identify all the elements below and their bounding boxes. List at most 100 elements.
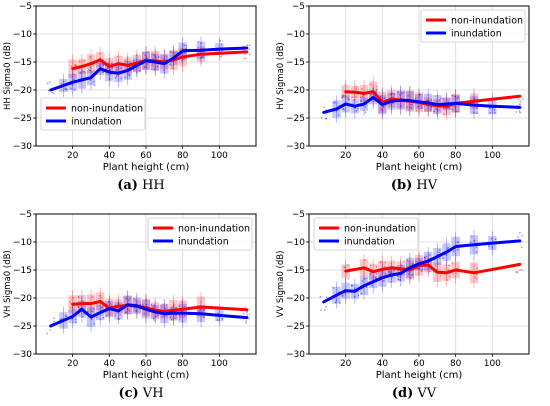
scatter-point <box>403 260 405 263</box>
scatter-point <box>48 81 51 83</box>
scatter-point <box>172 305 174 307</box>
scatter-point <box>390 281 392 283</box>
scatter-point <box>173 304 175 306</box>
scatter-point <box>125 311 127 313</box>
scatter-point <box>383 97 386 99</box>
scatter-point <box>426 100 429 102</box>
scatter-point <box>87 68 90 71</box>
scatter-point <box>66 88 68 91</box>
scatter-point <box>376 273 378 275</box>
scatter-point <box>135 310 138 313</box>
scatter-point <box>158 56 160 58</box>
scatter-point <box>370 83 372 86</box>
scatter-point <box>420 107 423 110</box>
scatter-point <box>375 278 377 280</box>
scatter-point <box>515 271 518 273</box>
scatter-point <box>183 44 185 46</box>
legend-label: inundation <box>344 237 395 248</box>
scatter-point <box>415 109 418 112</box>
scatter-point <box>443 273 445 275</box>
scatter-point <box>383 265 386 268</box>
scatter-point <box>415 261 417 263</box>
scatter-point <box>396 275 399 278</box>
scatter-point <box>61 317 63 320</box>
scatter-point <box>419 260 422 262</box>
scatter-point <box>347 99 349 101</box>
scatter-point <box>353 107 356 109</box>
scatter-point <box>457 110 459 113</box>
scatter-point <box>393 93 395 96</box>
scatter-point <box>519 103 521 105</box>
scatter-point <box>332 287 334 289</box>
y-tick-label: −30 <box>13 142 32 152</box>
scatter-point <box>429 108 432 111</box>
scatter-point <box>128 74 131 76</box>
scatter-point <box>372 88 374 90</box>
scatter-point <box>74 318 77 321</box>
scatter-point <box>456 267 459 269</box>
scatter-point <box>202 309 204 312</box>
scatter-point <box>347 277 350 280</box>
x-tick-label: 60 <box>413 151 425 161</box>
scatter-point <box>342 94 344 97</box>
scatter-point <box>181 314 183 316</box>
scatter-point <box>183 305 186 308</box>
scatter-point <box>145 57 147 60</box>
scatter-point <box>243 57 245 59</box>
scatter-point <box>420 270 423 272</box>
scatter-point <box>115 69 118 71</box>
scatter-point <box>248 44 251 47</box>
scatter-point <box>415 97 417 100</box>
scatter-point <box>451 94 453 97</box>
scatter-point <box>519 103 521 105</box>
scatter-point <box>430 99 433 101</box>
scatter-point <box>117 318 119 320</box>
x-tick-label: 20 <box>340 359 352 369</box>
scatter-point <box>99 65 101 67</box>
caption-text: VV <box>413 386 437 401</box>
panel-caption: (c) VH <box>118 386 163 401</box>
scatter-point <box>102 71 104 73</box>
scatter-point <box>473 112 475 114</box>
y-tick-label: −5 <box>292 2 305 12</box>
scatter-point <box>60 83 63 85</box>
scatter-point <box>176 52 178 54</box>
scatter-point <box>456 272 458 274</box>
scatter-point <box>71 317 74 320</box>
scatter-point <box>491 246 493 248</box>
scatter-point <box>135 310 137 312</box>
scatter-point <box>163 69 165 71</box>
scatter-point <box>344 83 347 86</box>
scatter-point <box>423 256 426 258</box>
scatter-point <box>333 102 336 104</box>
scatter-point <box>488 245 490 247</box>
scatter-point <box>90 313 92 316</box>
scatter-point <box>70 306 72 309</box>
scatter-point <box>139 303 141 306</box>
scatter-point <box>401 92 403 94</box>
scatter-point <box>143 66 146 69</box>
scatter-point <box>320 117 323 119</box>
scatter-point <box>145 303 148 306</box>
scatter-point <box>81 300 84 303</box>
y-axis-label: VV Sigma0 (dB) <box>276 251 286 318</box>
scatter-point <box>218 319 220 321</box>
scatter-point <box>111 67 114 69</box>
scatter-point <box>248 53 251 56</box>
scatter-point <box>146 58 148 60</box>
scatter-point <box>369 264 372 267</box>
y-tick-label: −15 <box>13 266 32 276</box>
x-tick-label: 40 <box>104 359 116 369</box>
scatter-point <box>79 71 82 74</box>
scatter-point <box>400 264 403 267</box>
scatter-point <box>360 100 362 102</box>
scatter-point <box>365 286 368 288</box>
scatter-point <box>221 318 224 320</box>
scatter-point <box>361 88 363 90</box>
scatter-point <box>181 60 183 62</box>
scatter-point <box>355 110 358 112</box>
scatter-point <box>406 266 408 268</box>
scatter-point <box>219 40 221 42</box>
scatter-point <box>62 80 65 83</box>
series-line <box>322 239 522 304</box>
